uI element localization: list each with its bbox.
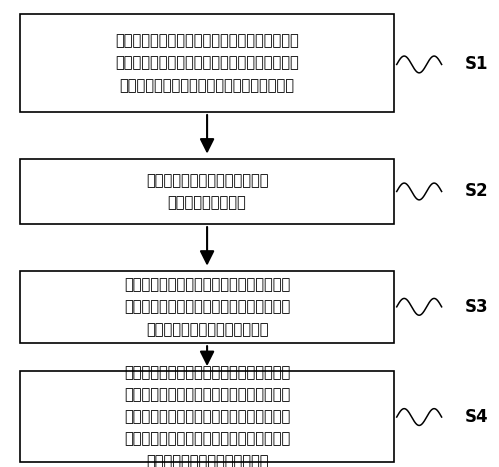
FancyBboxPatch shape bbox=[20, 14, 394, 112]
Text: 将点云特征和图像特征进行融合，建立点云
中每个点与图像中像素的对应关系，将点云
中的候选病害区域传递到图像中: 将点云特征和图像特征进行融合，建立点云 中每个点与图像中像素的对应关系，将点云 … bbox=[124, 277, 290, 337]
Text: 将图像中的候选病害区域作为裂缝种子点，
通过生长与连通算法，将裂缝种子点填满图
像中的病害区域和干扰区域，将病害区域和
干扰区域的点云特征和图像特征输入到分类
: 将图像中的候选病害区域作为裂缝种子点， 通过生长与连通算法，将裂缝种子点填满图 … bbox=[124, 365, 290, 467]
Text: S2: S2 bbox=[465, 183, 489, 200]
Text: S4: S4 bbox=[465, 408, 489, 426]
Text: S1: S1 bbox=[465, 56, 489, 73]
FancyBboxPatch shape bbox=[20, 371, 394, 462]
Text: 通过激光扫描仪扫描隧洞断面轮廓，获得隧洞表
观病害的点云特征，同时通过全景相机记录输水
隧洞全景图像，获得隧洞表观病害的图像特征: 通过激光扫描仪扫描隧洞断面轮廓，获得隧洞表 观病害的点云特征，同时通过全景相机记… bbox=[115, 33, 299, 93]
FancyBboxPatch shape bbox=[20, 271, 394, 343]
Text: 对所述隧洞表观病害的点云特征
和图像特征进行提取: 对所述隧洞表观病害的点云特征 和图像特征进行提取 bbox=[146, 173, 268, 210]
FancyBboxPatch shape bbox=[20, 159, 394, 224]
Text: S3: S3 bbox=[465, 298, 489, 316]
